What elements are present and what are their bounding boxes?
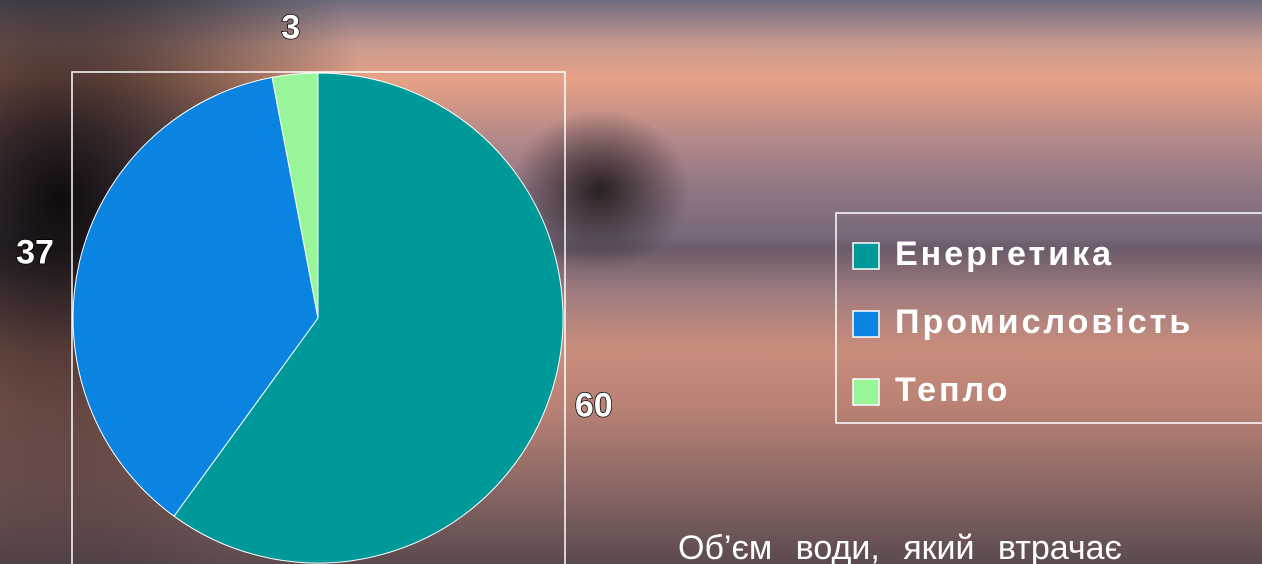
pie-slice: [72, 76, 319, 517]
legend-frame: [835, 212, 1262, 424]
plot-frame: [71, 71, 566, 564]
legend-label: Тепло: [895, 371, 1010, 409]
pie-slice: [173, 72, 564, 564]
legend-swatch: [852, 378, 880, 406]
pie-slice: [271, 72, 319, 319]
data-label: 60: [575, 387, 613, 425]
legend-swatch: [852, 310, 880, 338]
data-label: 3: [281, 8, 300, 46]
data-label: 37: [16, 234, 54, 272]
legend-label: Енергетика: [895, 235, 1114, 273]
caption: Об’єм води, який втрачає: [678, 529, 1122, 564]
legend-label: Промисловість: [895, 303, 1193, 341]
legend-swatch: [852, 242, 880, 270]
